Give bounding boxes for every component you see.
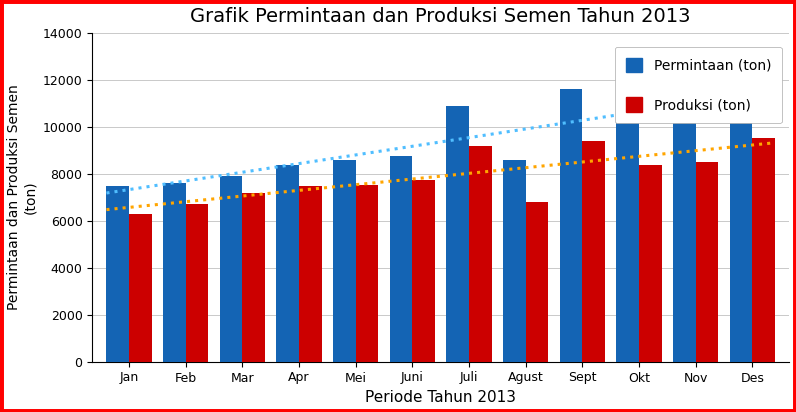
Bar [525,202,548,362]
Bar [107,186,129,362]
Bar [163,183,185,362]
Bar [503,160,525,362]
Bar [299,186,322,362]
Bar [447,106,469,362]
Bar [730,94,752,362]
Bar [333,160,356,362]
Bar [390,156,412,362]
Bar [129,214,152,362]
Bar [639,164,661,362]
Bar [560,89,583,362]
Bar [469,146,492,362]
Bar [696,162,718,362]
Bar [673,122,696,362]
Bar [616,106,639,362]
Bar [412,180,435,362]
Bar [243,193,265,362]
Bar [583,141,605,362]
X-axis label: Periode Tahun 2013: Periode Tahun 2013 [365,390,516,405]
Bar [185,204,209,362]
Legend: Permintaan (ton), Produksi (ton): Permintaan (ton), Produksi (ton) [615,47,782,124]
Bar [220,176,243,362]
Bar [752,138,775,362]
Bar [276,164,299,362]
Y-axis label: Permintaan dan Produksi Semen
(ton): Permintaan dan Produksi Semen (ton) [7,84,37,310]
Bar [356,185,378,362]
Title: Grafik Permintaan dan Produksi Semen Tahun 2013: Grafik Permintaan dan Produksi Semen Tah… [190,7,691,26]
